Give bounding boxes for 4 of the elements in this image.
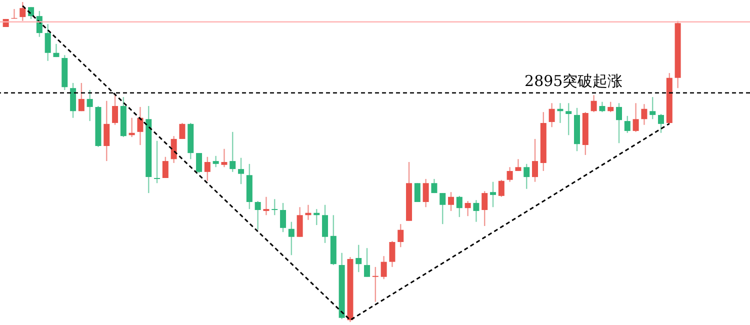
candlestick [179,122,186,140]
candlestick [196,152,202,174]
candlestick [414,182,420,203]
ref-line-label: 2895突破起涨 [524,72,623,90]
